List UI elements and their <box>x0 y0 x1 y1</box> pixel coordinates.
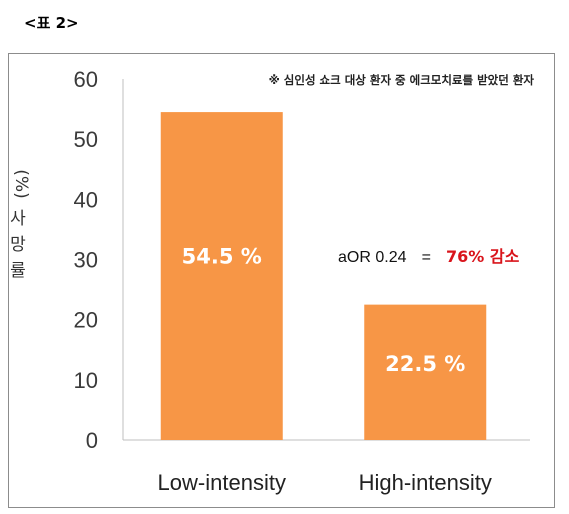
table-caption: <표 2> <box>24 14 79 32</box>
bar-value-label: 54.5 % <box>182 244 262 268</box>
y-tick-label: 60 <box>74 67 98 92</box>
y-axis-label: (%) 사 망 률 <box>10 169 31 281</box>
chart-note: ※ 심인성 쇼크 대상 환자 중 에크모치료를 받았던 환자 <box>269 73 535 87</box>
odds-ratio-annotation: aOR 0.24 = 76% 감소 <box>338 247 520 266</box>
bar-value-label: 22.5 % <box>385 352 465 376</box>
y-tick-label: 40 <box>74 187 98 212</box>
y-axis-ticks: 0 10 20 30 40 50 60 <box>74 67 98 453</box>
y-tick-label: 30 <box>74 248 98 273</box>
aor-text: aOR 0.24 <box>338 249 407 266</box>
y-tick-label: 20 <box>74 308 98 333</box>
y-axis-label-char-1: 사 <box>10 209 26 229</box>
y-tick-label: 0 <box>86 428 98 453</box>
category-labels: Low-intensity High-intensity <box>158 470 492 495</box>
chart-frame <box>8 53 555 508</box>
bars: 54.5 % 22.5 % <box>160 112 487 440</box>
x-category-label: Low-intensity <box>158 470 286 495</box>
bar <box>364 304 487 440</box>
equals-sign: = <box>422 249 431 266</box>
y-axis-label-char-3: 률 <box>10 261 26 281</box>
y-tick-label: 10 <box>74 368 98 393</box>
y-axis-label-char-2: 망 <box>10 235 26 255</box>
bar <box>160 112 283 440</box>
x-category-label: High-intensity <box>359 470 492 495</box>
reduction-highlight: 76% 감소 <box>446 247 520 266</box>
y-axis-unit: (%) <box>11 169 31 198</box>
y-tick-label: 50 <box>74 127 98 152</box>
